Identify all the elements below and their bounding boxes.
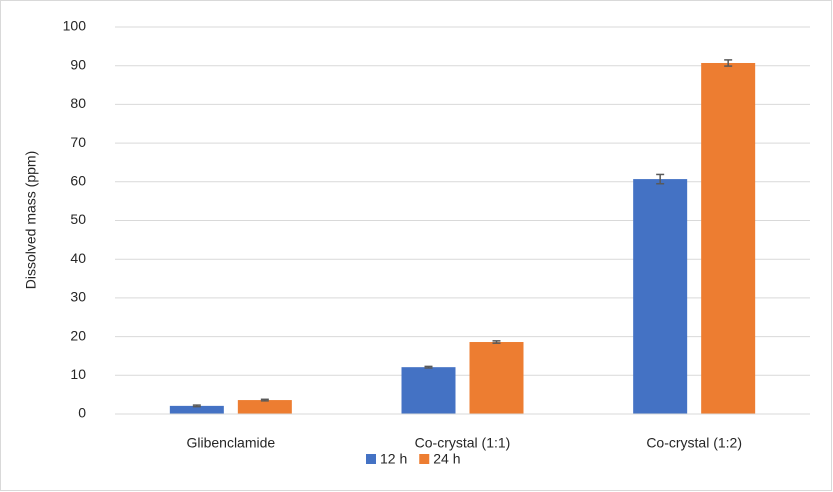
y-tick-label: 50 — [70, 211, 86, 227]
error-bar — [260, 398, 269, 402]
x-tick-label: Co-crystal (1:2) — [646, 435, 742, 451]
legend-swatch — [366, 454, 376, 464]
y-tick-label: 20 — [70, 327, 86, 343]
bar — [237, 400, 292, 414]
y-tick-label: 100 — [63, 18, 87, 34]
y-tick-label: 80 — [70, 95, 86, 111]
bar — [701, 62, 756, 415]
legend-label: 24 h — [433, 451, 460, 467]
x-tick-label: Co-crystal (1:1) — [415, 435, 511, 451]
y-tick-label: 90 — [70, 56, 86, 72]
error-bar — [724, 59, 733, 67]
y-tick-label: 10 — [70, 366, 86, 382]
error-bar — [492, 340, 501, 344]
error-bar — [424, 365, 433, 369]
y-tick-label: 40 — [70, 250, 86, 266]
y-tick-label: 70 — [70, 134, 86, 150]
legend-swatch — [419, 454, 430, 464]
bar — [469, 342, 524, 414]
bar — [169, 405, 224, 414]
x-tick-label: Glibenclamide — [186, 435, 275, 451]
y-tick-label: 0 — [78, 405, 86, 421]
y-tick-label: 30 — [70, 289, 86, 305]
legend-label: 12 h — [380, 451, 407, 467]
y-axis-label: Dissolved mass (ppm) — [23, 151, 39, 289]
bar — [401, 367, 456, 414]
error-bar — [192, 404, 201, 408]
bar — [633, 179, 688, 414]
y-tick-label: 60 — [70, 173, 86, 189]
error-bar — [656, 173, 665, 185]
